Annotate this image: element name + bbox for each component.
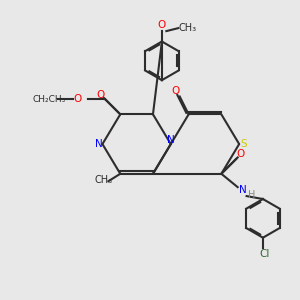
Text: O: O: [158, 20, 166, 30]
Text: O: O: [97, 90, 105, 100]
Text: O: O: [73, 94, 81, 104]
Text: CH₃: CH₃: [95, 175, 113, 185]
Text: N: N: [167, 135, 175, 145]
Text: CH₂CH₃: CH₂CH₃: [32, 95, 66, 104]
Text: O: O: [236, 149, 245, 160]
Text: O: O: [171, 85, 179, 96]
Text: CH₃: CH₃: [178, 22, 196, 32]
Text: H: H: [248, 190, 255, 200]
Text: N: N: [95, 139, 103, 149]
Text: N: N: [239, 185, 247, 195]
Text: S: S: [240, 139, 247, 149]
Text: Cl: Cl: [259, 249, 270, 259]
